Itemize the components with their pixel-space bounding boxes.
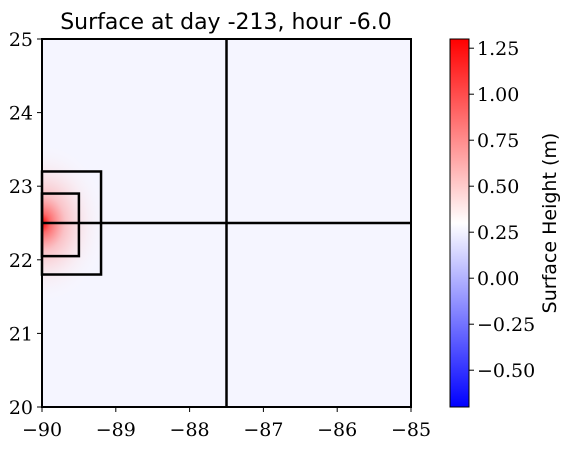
x-tick-label: −89 xyxy=(96,419,136,441)
colorbar-tick-label: 0.75 xyxy=(477,130,519,152)
x-tick-label: −90 xyxy=(22,419,62,441)
colorbar: −0.50 −0.25 0.00 0.25 0.50 0.75 1.00 1.25 Surfa… xyxy=(449,38,561,408)
y-tick-label: 22 xyxy=(9,250,33,272)
y-tick-label: 21 xyxy=(9,323,33,345)
x-tick-label: −85 xyxy=(391,419,431,441)
x-axis: −90 −89 −88 −87 −86 −85 xyxy=(22,407,431,441)
colorbar-ticks: −0.50 −0.25 0.00 0.25 0.50 0.75 1.00 1.25 xyxy=(469,38,535,382)
overlay-group xyxy=(40,39,411,407)
x-tick-label: −86 xyxy=(317,419,357,441)
colorbar-tick-label: 0.00 xyxy=(477,268,519,290)
colorbar-bar xyxy=(449,38,470,408)
plot-frame xyxy=(41,38,412,408)
x-tick-label: −88 xyxy=(170,419,210,441)
y-tick-label: 24 xyxy=(9,103,33,125)
colorbar-tick-label: 1.25 xyxy=(477,38,519,60)
colorbar-label: Surface Height (m) xyxy=(539,133,561,314)
y-tick-label: 20 xyxy=(9,397,33,419)
y-axis: 20 21 22 23 24 25 xyxy=(9,29,42,419)
y-tick-label: 23 xyxy=(9,176,33,198)
plot-area xyxy=(40,38,412,408)
colorbar-tick-label: −0.25 xyxy=(477,314,535,336)
colorbar-tick-label: −0.50 xyxy=(477,360,535,382)
chart-title: Surface at day -213, hour -6.0 xyxy=(60,10,392,35)
y-tick-label: 25 xyxy=(9,29,33,51)
colorbar-tick-label: 0.25 xyxy=(477,222,519,244)
colorbar-tick-label: 1.00 xyxy=(477,84,519,106)
colorbar-tick-label: 0.50 xyxy=(477,176,519,198)
x-tick-label: −87 xyxy=(243,419,283,441)
